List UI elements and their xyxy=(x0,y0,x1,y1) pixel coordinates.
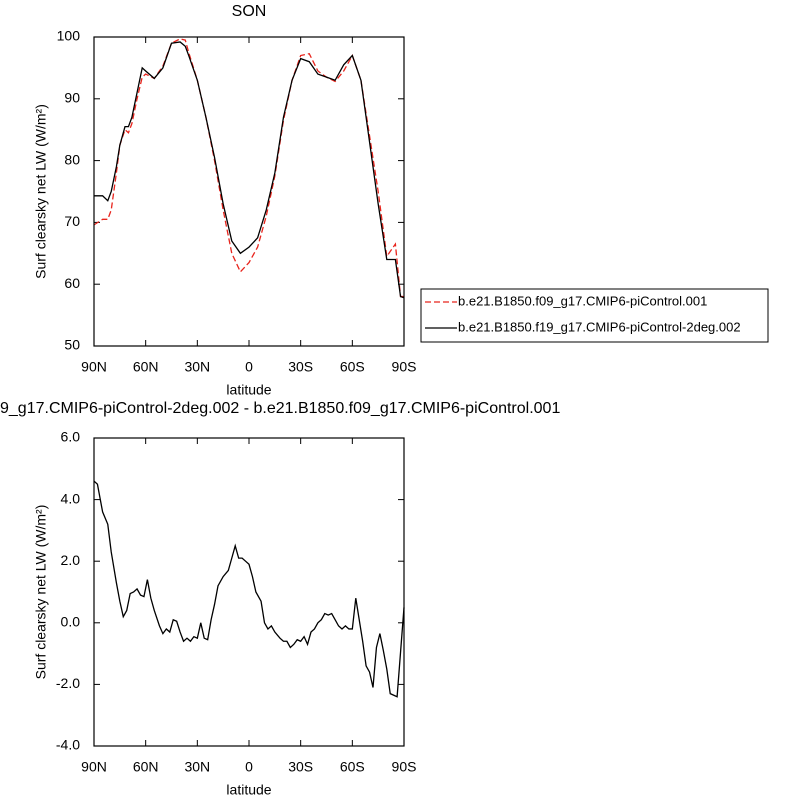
x-tick-label: 60S xyxy=(340,759,365,775)
y-tick-label: 2.0 xyxy=(61,552,81,568)
plot-frame xyxy=(93,437,405,747)
y-tick-label: 4.0 xyxy=(61,490,81,506)
data-line xyxy=(93,480,405,698)
x-tick-label: 60S xyxy=(340,359,365,375)
chart-title: 9_g17.CMIP6-piControl-2deg.002 - b.e21.B… xyxy=(0,400,560,417)
chart-title: SON xyxy=(232,3,267,20)
data-line xyxy=(94,41,405,299)
x-tick-label: 90S xyxy=(392,759,417,775)
y-tick-label: 80 xyxy=(64,151,80,167)
x-tick-label: 30N xyxy=(184,759,210,775)
x-axis-label: latitude xyxy=(226,382,271,398)
legend-box xyxy=(420,288,769,343)
x-tick-label: 30S xyxy=(288,759,313,775)
x-tick-label: 0 xyxy=(245,759,253,775)
x-tick-label: 30N xyxy=(184,359,210,375)
y-tick-label: 0.0 xyxy=(61,614,81,630)
legend-label: b.e21.B1850.f09_g17.CMIP6-piControl.001 xyxy=(458,293,707,308)
x-tick-label: 30S xyxy=(288,359,313,375)
y-tick-label: -2.0 xyxy=(56,675,80,691)
y-axis-label: Surf clearsky net LW (W/m²) xyxy=(33,104,49,279)
x-tick-label: 90N xyxy=(81,759,107,775)
plot-frame xyxy=(93,36,405,347)
x-tick-label: 60N xyxy=(133,359,159,375)
x-tick-label: 90S xyxy=(392,359,417,375)
x-tick-label: 90N xyxy=(81,359,107,375)
y-tick-label: 90 xyxy=(64,90,80,106)
data-line xyxy=(93,38,404,298)
x-tick-label: 0 xyxy=(245,359,253,375)
y-tick-label: 100 xyxy=(57,28,81,44)
y-tick-label: -4.0 xyxy=(56,737,80,753)
x-axis-label: latitude xyxy=(226,782,271,798)
legend-label: b.e21.B1850.f19_g17.CMIP6-piControl-2deg… xyxy=(458,319,741,334)
y-tick-label: 6.0 xyxy=(61,429,81,445)
y-tick-label: 70 xyxy=(64,213,80,229)
x-tick-label: 60N xyxy=(133,759,159,775)
y-tick-label: 50 xyxy=(64,337,80,353)
y-tick-label: 60 xyxy=(64,275,80,291)
y-axis-label: Surf clearsky net LW (W/m²) xyxy=(33,505,49,680)
